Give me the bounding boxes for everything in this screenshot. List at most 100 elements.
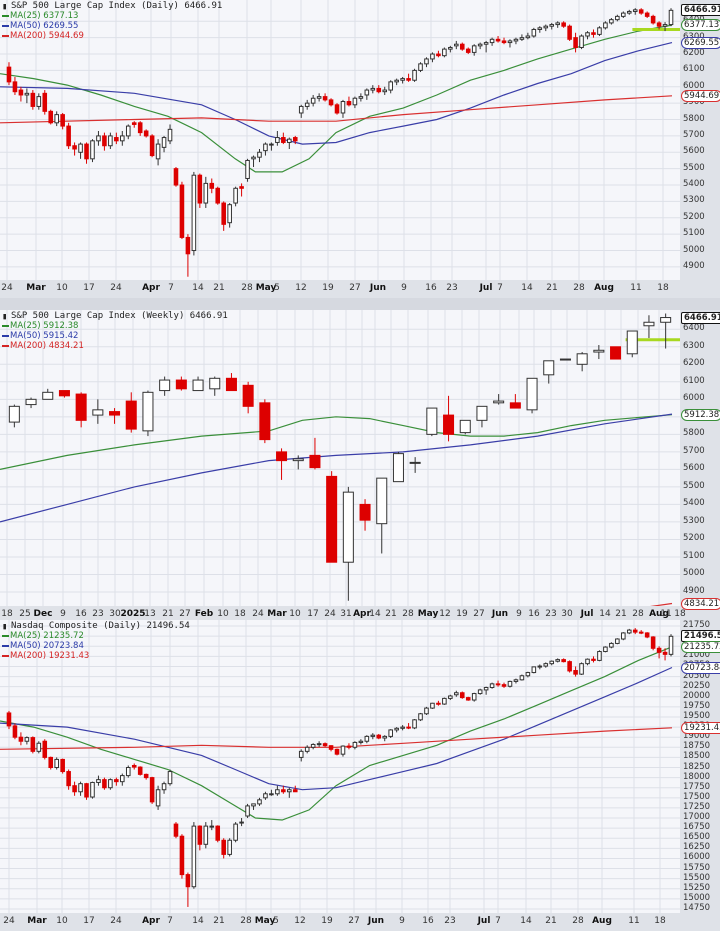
candle — [459, 43, 465, 50]
x-tick-label: 28 — [241, 283, 253, 293]
candle — [24, 737, 30, 742]
candle — [424, 58, 429, 65]
plot-area[interactable]: ▮ S&P 500 Large Cap Index (Weekly) 6466.9… — [0, 310, 681, 607]
x-tick-label: 23 — [444, 916, 456, 926]
price-tag-ma200: 5944.69 — [681, 89, 720, 102]
candle — [36, 742, 42, 752]
x-tick-label: 7 — [167, 916, 173, 926]
y-tick-label: 5300 — [683, 195, 705, 206]
candle — [304, 102, 310, 107]
candle — [561, 22, 566, 27]
candle — [102, 135, 107, 147]
candle — [591, 658, 596, 661]
candle — [567, 25, 572, 40]
candle — [48, 110, 54, 124]
x-tick-label: 5 — [274, 283, 280, 293]
candle — [203, 182, 209, 204]
candlestick-plot — [0, 620, 680, 913]
ma-line — [0, 414, 673, 470]
candle — [137, 122, 143, 134]
chart-title: Nasdaq Composite (Daily) 21496.54 — [11, 621, 190, 631]
x-tick-label: 24 — [3, 916, 15, 926]
x-tick-label: 14 — [369, 609, 381, 619]
candle — [454, 43, 459, 47]
x-tick-label: Apr — [142, 283, 160, 293]
x-tick-label: 24 — [110, 283, 122, 293]
candle — [603, 22, 608, 29]
spx-weekly-panel: ▮ S&P 500 Large Cap Index (Weekly) 6466.9… — [0, 310, 720, 624]
candle — [448, 46, 453, 50]
y-tick-label: 5400 — [683, 179, 705, 190]
chart-title: S&P 500 Large Cap Index (Weekly) 6466.91 — [11, 311, 228, 321]
candle — [549, 660, 555, 665]
candle — [519, 675, 525, 681]
candle — [376, 734, 382, 739]
candle — [352, 741, 358, 748]
x-tick-label: 10 — [56, 283, 68, 293]
y-tick-label: 5700 — [683, 129, 705, 140]
ma-line — [0, 646, 673, 821]
candle — [340, 745, 346, 755]
x-tick-label: 11 — [628, 916, 640, 926]
candle — [424, 707, 429, 715]
candle — [143, 130, 149, 137]
y-tick-label: 5100 — [683, 228, 705, 239]
x-tick-label: 13 — [144, 609, 156, 619]
candle — [269, 143, 274, 146]
candle — [298, 750, 304, 758]
candle — [48, 756, 54, 769]
candle — [465, 697, 471, 701]
candle — [436, 53, 441, 57]
x-tick-label: 18 — [234, 609, 246, 619]
candle — [328, 745, 334, 750]
candle — [660, 317, 672, 323]
plot-area[interactable]: ▮ Nasdaq Composite (Daily) 21496.54 MA(25… — [0, 620, 681, 914]
nasdaq-daily-panel: ▮ Nasdaq Composite (Daily) 21496.54 MA(25… — [0, 620, 720, 931]
plot-area[interactable]: ▮ S&P 500 Large Cap Index (Daily) 6466.91… — [0, 0, 681, 281]
candle — [549, 24, 555, 27]
candle — [483, 42, 489, 45]
x-tick-label: 16 — [528, 609, 540, 619]
legend-ma200: MA(200) 4834.21 — [10, 341, 84, 351]
x-tick-label: 27 — [349, 283, 361, 293]
candle — [131, 764, 137, 768]
candle — [8, 405, 20, 423]
x-tick-label: 2025 — [120, 609, 146, 619]
candle — [668, 635, 674, 655]
candle — [597, 27, 602, 35]
x-tick-label: 12 — [439, 609, 451, 619]
candle — [54, 114, 59, 124]
x-tick-label: 14 — [599, 609, 611, 619]
ma200-swatch-icon — [2, 344, 9, 347]
ma25-swatch-icon — [2, 634, 9, 637]
candle — [644, 12, 650, 17]
candle — [409, 461, 421, 464]
candle — [161, 783, 167, 791]
y-tick-label: 6000 — [683, 393, 705, 404]
candle — [597, 651, 602, 661]
candle — [191, 174, 197, 252]
candle — [316, 96, 322, 99]
candle — [167, 128, 173, 142]
candle — [543, 360, 555, 376]
candle — [382, 89, 388, 93]
candle — [209, 825, 215, 828]
ma25-swatch-icon — [2, 324, 9, 327]
y-tick-label: 19000 — [683, 731, 711, 742]
candle — [161, 137, 167, 148]
candle — [155, 789, 161, 807]
x-tick-label: 17 — [307, 609, 319, 619]
candle — [621, 12, 626, 17]
y-tick-label: 17250 — [683, 801, 711, 812]
candle — [525, 672, 531, 677]
y-tick-label: 15000 — [683, 892, 711, 903]
x-tick-label: Jun — [367, 916, 385, 926]
candle — [537, 27, 543, 30]
candle — [292, 789, 298, 793]
candle — [72, 145, 77, 150]
x-tick-label: 28 — [573, 283, 585, 293]
legend-ma25: MA(25) 6377.13 — [10, 11, 79, 21]
x-tick-label: 19 — [456, 609, 468, 619]
candle — [364, 735, 370, 742]
candle — [603, 646, 608, 653]
